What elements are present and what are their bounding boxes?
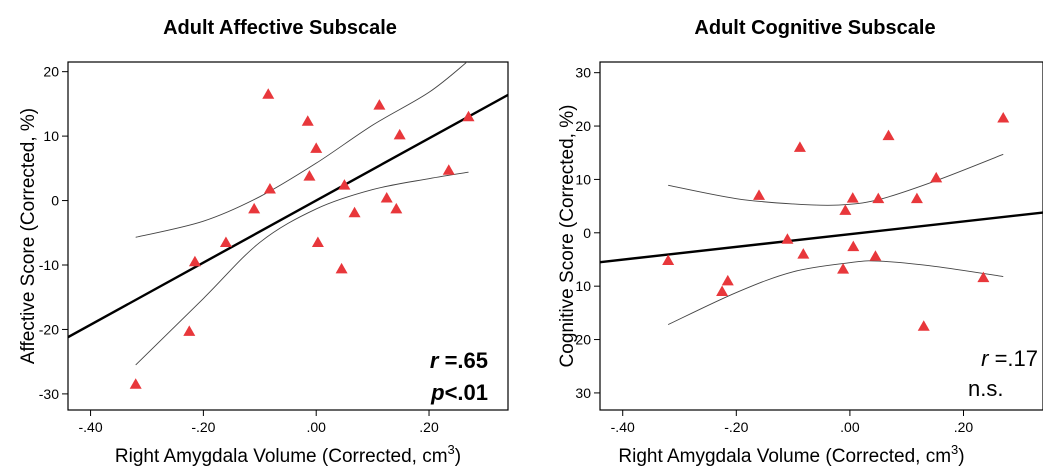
data-point-triangle <box>794 141 806 152</box>
y-axis-label: Affective Score (Corrected, %) <box>18 108 39 364</box>
x-tick-label: -.40 <box>611 419 635 435</box>
data-point-triangle <box>220 236 232 247</box>
regression-line <box>68 95 508 337</box>
chart-title: Adult Cognitive Subscale <box>694 17 935 39</box>
x-tick-label: -.40 <box>79 419 103 435</box>
data-point-triangle <box>797 248 809 259</box>
stat-p-value: <.01 <box>445 380 488 405</box>
data-point-triangle <box>847 241 859 252</box>
confidence-band-lower <box>136 172 469 365</box>
x-tick-label: .20 <box>954 419 974 435</box>
y-tick-label: 30 <box>575 385 591 401</box>
x-tick-label: .00 <box>306 419 326 435</box>
data-point-triangle <box>264 183 276 194</box>
plot-area <box>68 61 508 389</box>
plot-frame <box>600 62 1043 410</box>
data-point-triangle <box>722 275 734 286</box>
y-tick-label: -20 <box>39 321 59 337</box>
x-tick-label: .00 <box>840 419 860 435</box>
x-tick-label: -.20 <box>191 419 215 435</box>
plot-area <box>600 112 1043 331</box>
stat-p: p<.01 <box>430 380 488 405</box>
chart-panel-1: Adult Affective Subscale 20 10 0 -10 -20 -30 -.… <box>18 17 508 466</box>
y-axis-label: Cognitive Score (Corrected, %) <box>557 105 578 368</box>
data-point-triangle <box>381 192 393 203</box>
data-point-triangle <box>390 203 402 214</box>
stat-p-symbol: p <box>430 380 444 405</box>
data-point-triangle <box>918 320 930 331</box>
data-point-triangle <box>463 111 475 122</box>
data-point-triangle <box>338 179 350 190</box>
data-point-triangle <box>781 233 793 244</box>
data-point-triangle <box>394 129 406 140</box>
stat-r-value: =.17 <box>988 346 1038 371</box>
x-axis-label: Right Amygdala Volume (Corrected, cm3) <box>115 442 461 466</box>
data-point-triangle <box>847 192 859 203</box>
confidence-band-upper <box>136 61 469 238</box>
data-point-triangle <box>373 99 385 110</box>
data-point-triangle <box>303 170 315 181</box>
x-axis-label-main: Right Amygdala Volume (Corrected, cm <box>115 446 448 466</box>
data-point-triangle <box>911 193 923 204</box>
y-tick-label: -10 <box>39 257 59 273</box>
data-point-triangle <box>302 115 314 126</box>
y-tick-label: 20 <box>43 64 59 80</box>
x-axis-label-end: ) <box>455 446 461 466</box>
chart-panel-2: Adult Cognitive Subscale3020100102030-.4… <box>557 17 1043 466</box>
data-point-triangle <box>869 250 881 260</box>
x-axis-label-main: Right Amygdala Volume (Corrected, cm <box>618 446 951 466</box>
stat-r: r =.65 <box>430 348 488 373</box>
confidence-band-upper <box>668 154 1003 205</box>
data-point-triangle <box>872 193 884 204</box>
y-tick-label: 30 <box>575 65 591 81</box>
regression-line <box>600 213 1043 263</box>
data-point-triangle <box>716 286 728 297</box>
x-axis-label-end: ) <box>958 446 964 466</box>
stat-significance: n.s. <box>968 376 1003 401</box>
data-point-triangle <box>130 378 142 389</box>
y-tick-label: -30 <box>39 386 59 402</box>
data-point-triangle <box>183 325 195 336</box>
data-point-triangle <box>443 164 455 175</box>
y-tick-label: 10 <box>43 128 59 144</box>
chart-title: Adult Affective Subscale <box>163 17 397 39</box>
y-tick-label: 0 <box>51 193 59 209</box>
stat-r-value: =.65 <box>438 348 488 373</box>
data-point-triangle <box>997 112 1009 123</box>
x-tick-label: .20 <box>419 419 439 435</box>
data-point-triangle <box>753 189 765 200</box>
x-axis-label-sup: 3 <box>951 442 958 457</box>
data-point-triangle <box>189 256 201 267</box>
data-point-triangle <box>839 204 851 215</box>
stat-r: r =.17 <box>981 346 1038 371</box>
data-point-triangle <box>262 88 274 99</box>
data-point-triangle <box>312 236 324 247</box>
x-axis-label: Right Amygdala Volume (Corrected, cm3) <box>618 442 964 466</box>
data-point-triangle <box>930 172 942 183</box>
y-tick-label: 0 <box>583 225 591 241</box>
data-point-triangle <box>349 207 361 218</box>
data-point-triangle <box>310 142 322 153</box>
data-point-triangle <box>336 263 348 274</box>
data-point-triangle <box>248 203 260 214</box>
data-point-triangle <box>837 263 849 274</box>
x-tick-label: -.20 <box>724 419 748 435</box>
data-point-triangle <box>883 130 895 141</box>
x-axis-label-sup: 3 <box>448 442 455 457</box>
